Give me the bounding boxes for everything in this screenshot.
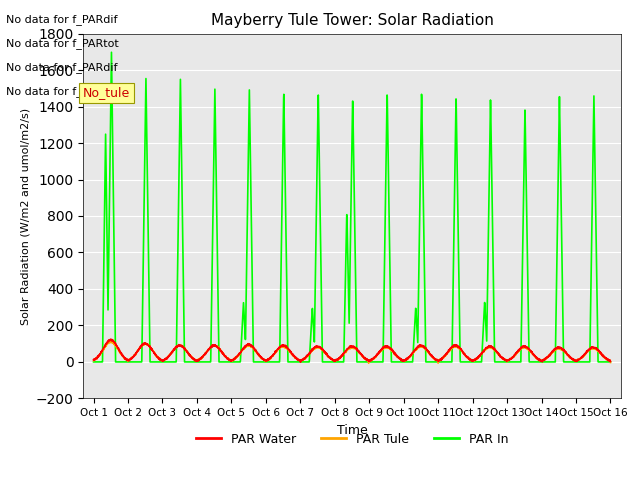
Text: No data for f_PARtot: No data for f_PARtot (6, 86, 119, 97)
Y-axis label: Solar Radiation (W/m2 and umol/m2/s): Solar Radiation (W/m2 and umol/m2/s) (20, 108, 30, 324)
Title: Mayberry Tule Tower: Solar Radiation: Mayberry Tule Tower: Solar Radiation (211, 13, 493, 28)
Legend: PAR Water, PAR Tule, PAR In: PAR Water, PAR Tule, PAR In (191, 428, 513, 451)
Text: No_tule: No_tule (83, 86, 131, 99)
Text: No data for f_PARtot: No data for f_PARtot (6, 38, 119, 49)
Text: No data for f_PARdif: No data for f_PARdif (6, 62, 118, 73)
X-axis label: Time: Time (337, 424, 367, 437)
Text: No data for f_PARdif: No data for f_PARdif (6, 14, 118, 25)
